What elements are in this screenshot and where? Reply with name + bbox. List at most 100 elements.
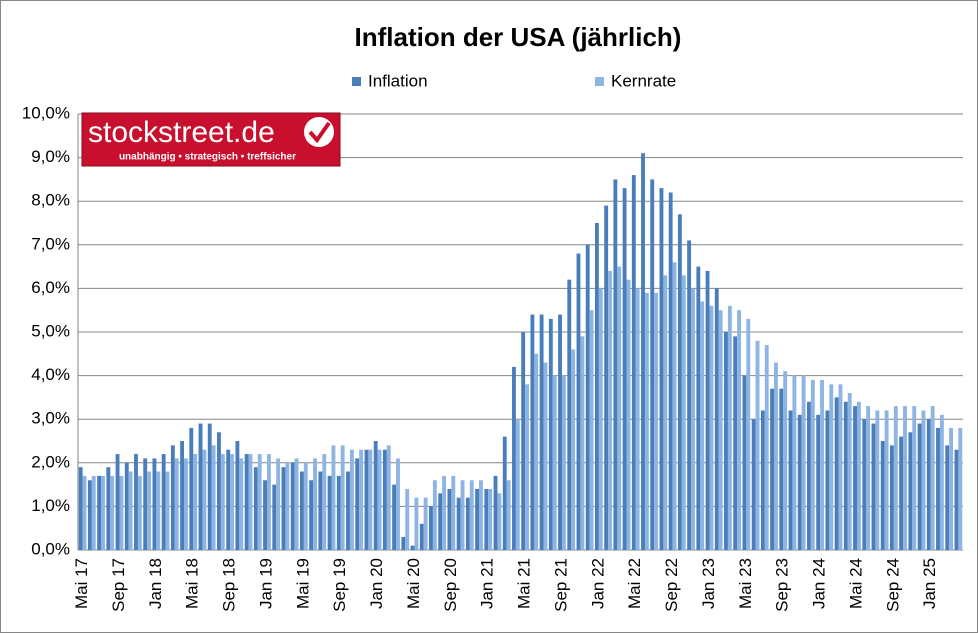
bar	[78, 467, 83, 550]
bar	[724, 332, 728, 550]
bar	[244, 454, 249, 550]
logo-check	[308, 121, 331, 144]
bar	[189, 427, 194, 550]
bar	[143, 458, 148, 550]
logo-tagline: unabhängig • strategisch • treffsicher	[119, 152, 296, 163]
x-tick-label: Jan 22	[588, 558, 607, 609]
y-tick-label: 6,0%	[31, 278, 70, 297]
x-tick-label: Mai 23	[736, 558, 755, 609]
bar	[377, 449, 382, 550]
bar	[820, 379, 824, 550]
bar	[641, 153, 645, 551]
bar	[349, 449, 354, 550]
bar	[211, 445, 216, 550]
x-tick-label: Jan 20	[367, 558, 386, 609]
bar	[230, 454, 234, 550]
bar	[423, 497, 428, 550]
bar	[954, 449, 959, 550]
bar	[309, 480, 314, 550]
bar	[792, 375, 797, 550]
bar	[193, 454, 198, 550]
y-tick-label: 2,0%	[31, 452, 70, 471]
bar	[807, 401, 811, 550]
x-tick-label: Sep 21	[551, 558, 570, 612]
bar	[392, 484, 397, 550]
bar	[290, 462, 295, 550]
bar	[419, 523, 424, 550]
bar	[106, 467, 111, 550]
bar	[589, 310, 594, 550]
bar	[253, 467, 258, 550]
x-tick-label: Jan 19	[256, 558, 275, 609]
bar	[401, 536, 406, 550]
bar	[939, 414, 944, 550]
logo: stockstreet.de unabhängig • strategisch …	[81, 112, 341, 167]
bar	[115, 454, 120, 550]
bar	[493, 475, 498, 550]
bar	[368, 449, 373, 550]
bar	[331, 445, 336, 550]
bar	[318, 471, 323, 550]
x-tick-label: Jan 23	[699, 558, 718, 609]
y-tick-label: 7,0%	[31, 234, 70, 253]
bar	[576, 253, 581, 550]
bar	[156, 471, 161, 550]
bar	[469, 480, 474, 550]
bar	[451, 475, 456, 550]
bar	[530, 314, 535, 550]
bar	[521, 332, 526, 550]
bar	[124, 462, 129, 550]
bar	[958, 427, 963, 550]
bar	[760, 410, 765, 550]
bar	[552, 375, 557, 550]
bar	[580, 336, 585, 550]
bar	[622, 188, 627, 550]
bar	[816, 414, 821, 550]
x-tick-label: Mai 18	[183, 558, 202, 609]
bar	[843, 401, 848, 550]
bar	[174, 458, 179, 550]
bar	[561, 375, 566, 550]
bar	[733, 336, 738, 550]
bar	[856, 401, 861, 550]
bar	[438, 493, 443, 550]
bar	[880, 441, 885, 550]
x-tick-label: Sep 23	[773, 558, 792, 612]
bar	[889, 445, 894, 550]
bar	[899, 436, 904, 550]
bar	[484, 488, 489, 550]
bar	[571, 349, 576, 550]
x-tick-label: Sep 19	[330, 558, 349, 612]
bar	[810, 379, 815, 550]
bar	[465, 497, 470, 550]
bar	[170, 445, 175, 550]
bar	[626, 279, 631, 550]
bar	[429, 506, 433, 550]
y-tick-label: 10,0%	[22, 103, 70, 122]
bar	[650, 179, 655, 550]
chart-title: Inflation der USA (jährlich)	[355, 22, 682, 52]
x-tick-label: Jan 21	[478, 558, 497, 609]
bar	[908, 432, 913, 550]
bar	[479, 480, 483, 550]
x-tick-label: Mai 20	[404, 558, 423, 609]
bar	[410, 545, 415, 550]
x-tick-label: Mai 22	[625, 558, 644, 609]
bar	[917, 423, 922, 550]
logo-box	[81, 112, 341, 167]
bar	[266, 454, 271, 550]
x-tick-label: Sep 24	[883, 558, 902, 612]
bar	[926, 419, 931, 550]
bar	[340, 445, 345, 550]
legend-label: Inflation	[368, 71, 428, 90]
x-tick-label: Mai 21	[515, 558, 534, 609]
bar	[180, 441, 185, 550]
bar	[512, 366, 516, 550]
bar	[884, 410, 889, 550]
bar	[276, 458, 281, 550]
bar	[774, 362, 778, 550]
bar	[382, 449, 387, 550]
bar	[87, 480, 92, 550]
bar	[751, 419, 756, 550]
bar	[303, 462, 308, 550]
